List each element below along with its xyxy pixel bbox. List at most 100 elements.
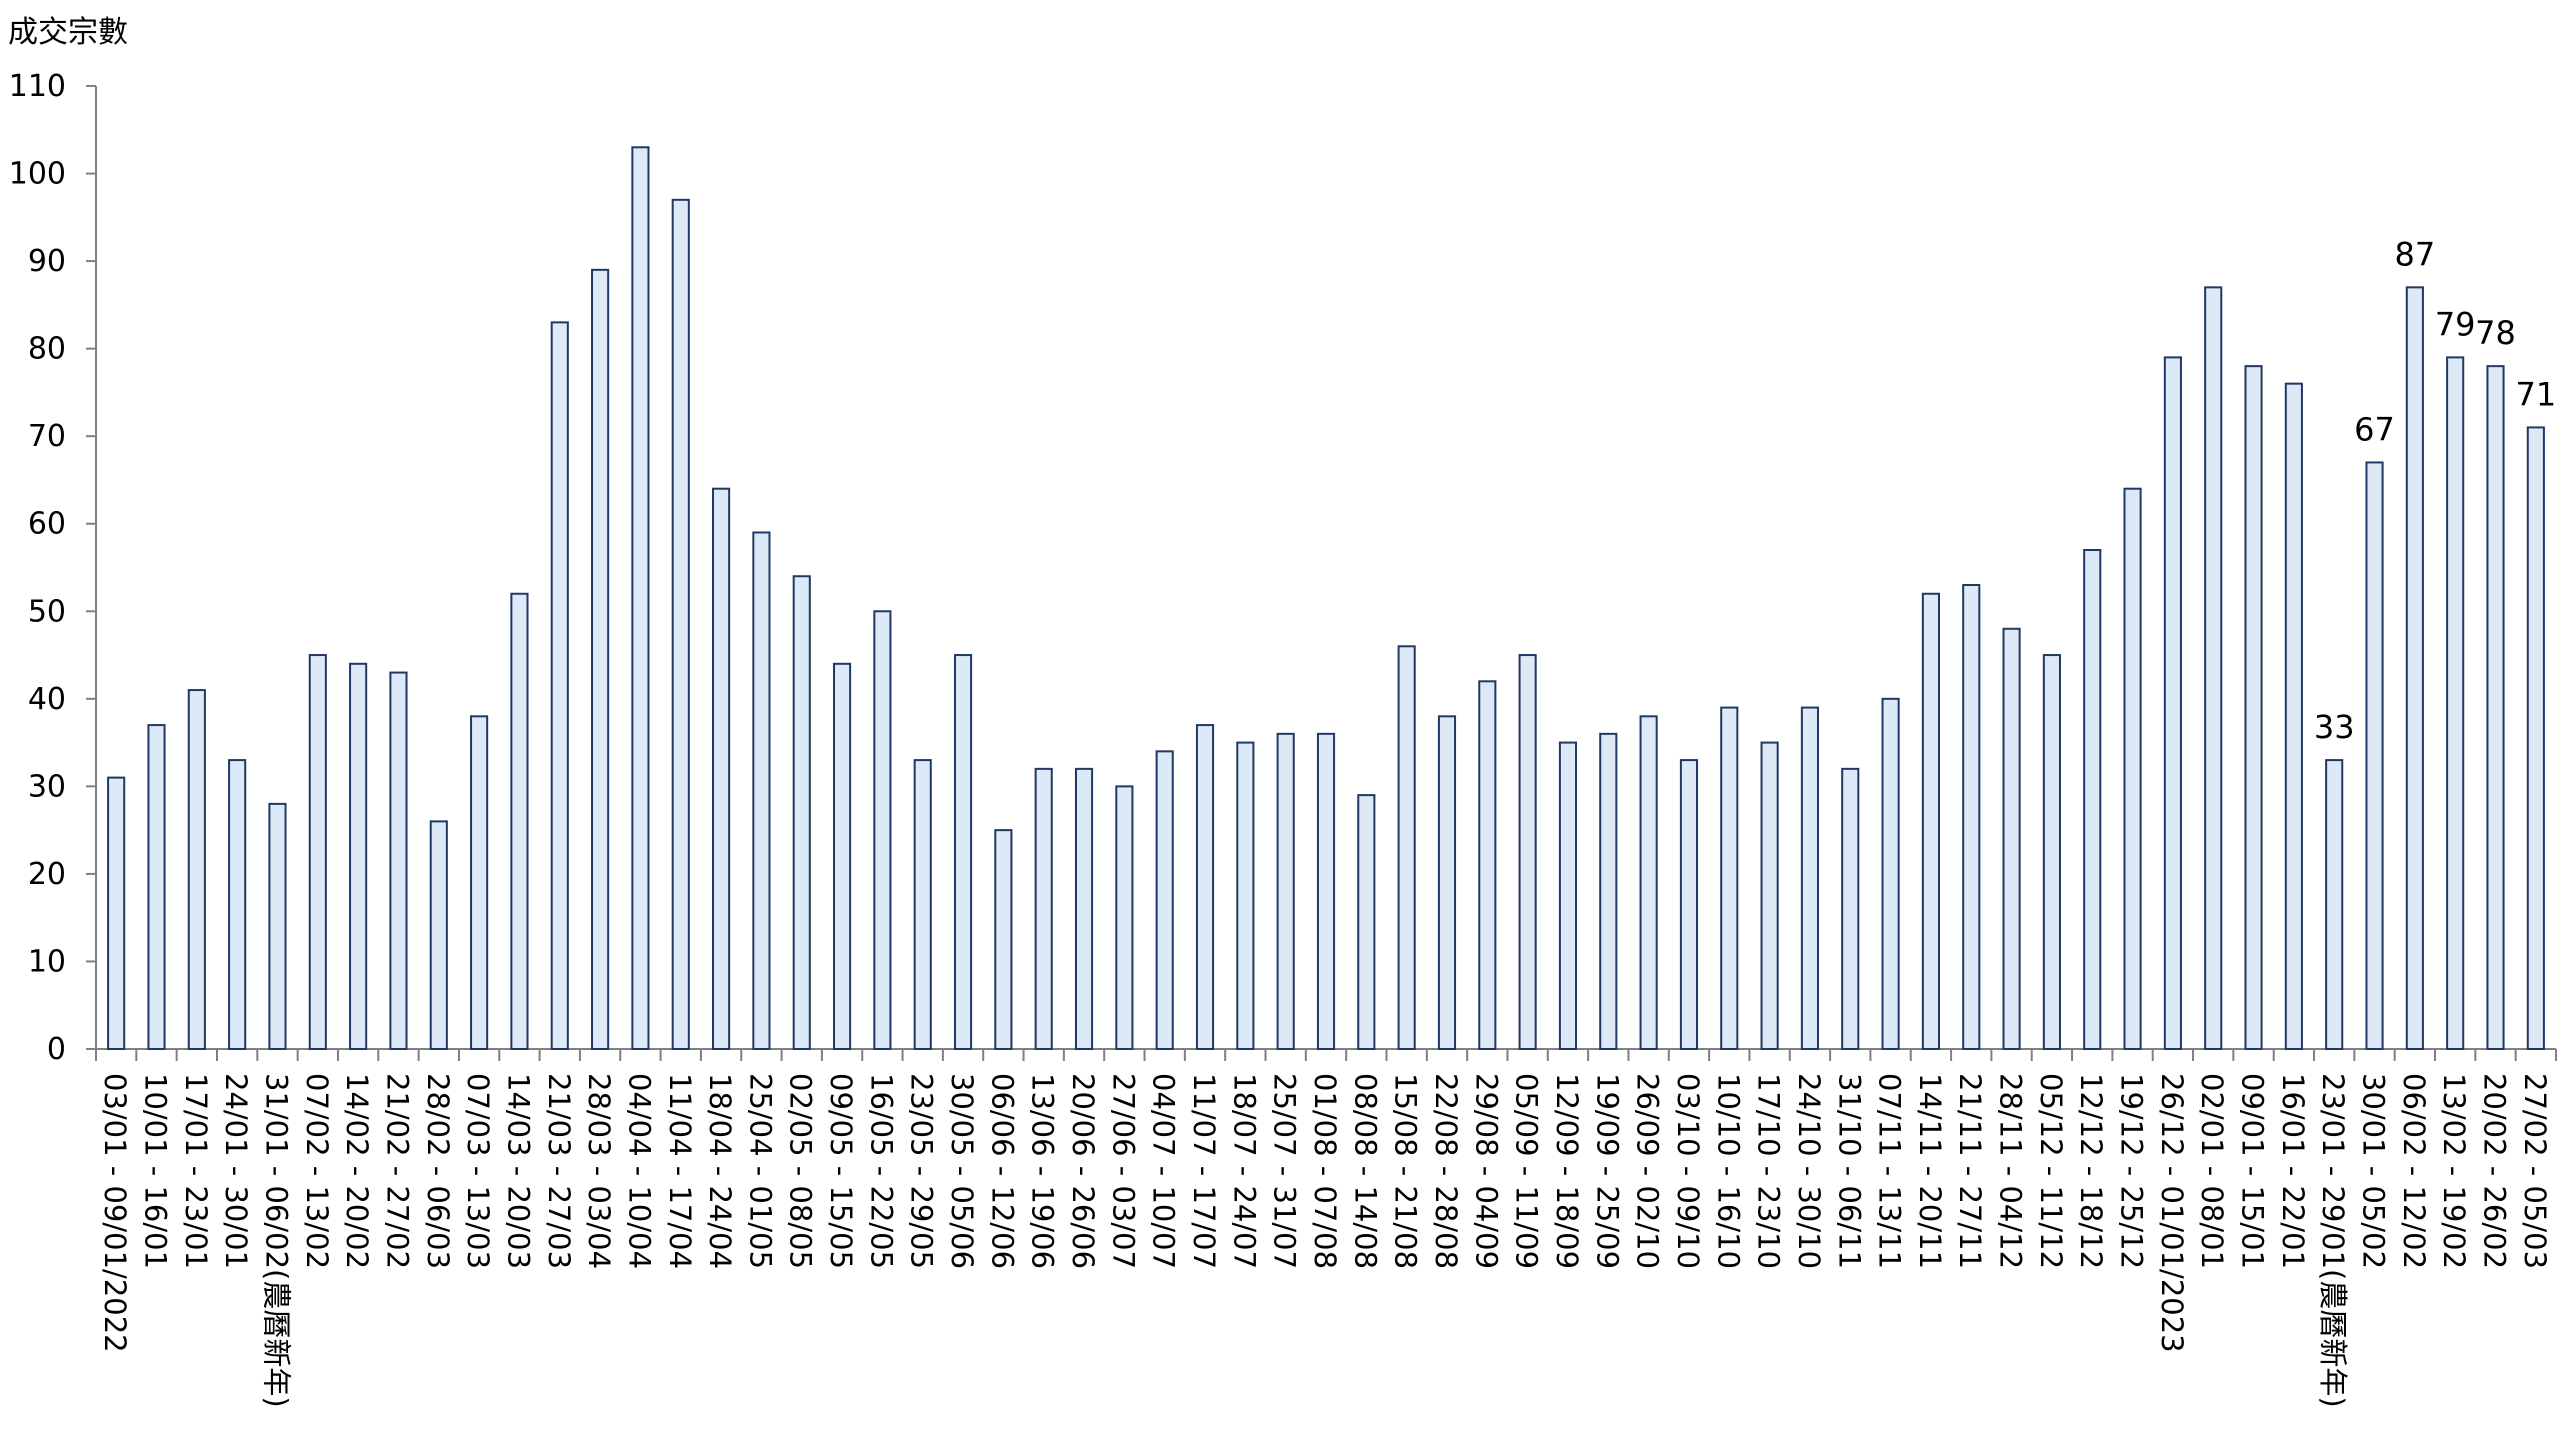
x-tick-label: 28/03 - 03/04 <box>582 1073 616 1269</box>
bar <box>1357 794 1376 1050</box>
x-tick-label: 13/06 - 19/06 <box>1026 1073 1060 1269</box>
x-tick-label: 20/06 - 26/06 <box>1066 1073 1100 1269</box>
bar <box>107 776 126 1050</box>
x-tick-label: 22/08 - 28/08 <box>1429 1073 1463 1269</box>
bar <box>913 759 932 1050</box>
x-tick-label: 03/10 - 09/10 <box>1671 1073 1705 1269</box>
bar <box>1316 732 1336 1050</box>
y-tick-label: 60 <box>28 507 66 542</box>
y-tick-label: 100 <box>9 157 66 192</box>
bar <box>1074 767 1094 1050</box>
bar <box>1921 592 1940 1050</box>
bar <box>349 662 368 1050</box>
bar <box>1841 767 1860 1050</box>
bar <box>712 487 731 1050</box>
x-tick-label: 04/04 - 10/04 <box>622 1073 656 1269</box>
x-tick-label: 02/01 - 08/01 <box>2195 1073 2229 1269</box>
x-tick-label: 26/12 - 01/01/2023 <box>2155 1073 2189 1353</box>
x-tick-label: 23/05 - 29/05 <box>905 1073 939 1269</box>
data-label: 67 <box>2354 410 2395 448</box>
y-tick-label: 30 <box>28 769 66 804</box>
x-tick-label: 24/10 - 30/10 <box>1792 1073 1826 1269</box>
y-axis-title: 成交宗數 <box>8 15 128 50</box>
bar <box>953 654 973 1051</box>
x-tick-label: 09/05 - 15/05 <box>824 1073 858 1269</box>
x-tick-label: 17/01 - 23/01 <box>179 1073 213 1269</box>
x-tick-label: 29/08 - 04/09 <box>1469 1073 1503 1269</box>
x-tick-label: 12/09 - 18/09 <box>1550 1073 1584 1269</box>
data-label: 79 <box>2435 305 2476 343</box>
bar <box>1034 767 1053 1050</box>
x-tick-label: 03/01 - 09/01/2022 <box>98 1073 132 1353</box>
bar <box>833 662 852 1050</box>
x-tick-label: 24/01 - 30/01 <box>219 1073 253 1269</box>
bar <box>1155 750 1174 1050</box>
x-tick-label: 25/04 - 01/05 <box>743 1073 777 1269</box>
x-tick-label: 30/01 - 05/02 <box>2357 1073 2391 1269</box>
bar <box>2486 365 2505 1050</box>
bar <box>2244 365 2263 1050</box>
bar <box>550 321 569 1050</box>
x-tick-label: 09/01 - 15/01 <box>2236 1073 2270 1269</box>
x-tick-label: 28/02 - 06/03 <box>421 1073 455 1269</box>
x-tick-label: 21/11 - 27/11 <box>1953 1073 1987 1269</box>
bar <box>1639 715 1658 1050</box>
x-tick-label: 27/06 - 03/07 <box>1106 1073 1140 1269</box>
y-tick-label: 90 <box>28 244 66 279</box>
bars <box>107 146 2545 1051</box>
data-label: 78 <box>2475 314 2516 352</box>
bar <box>1276 732 1295 1050</box>
bar <box>389 671 408 1051</box>
bar <box>2002 627 2021 1050</box>
y-tick-label: 10 <box>28 944 66 979</box>
x-tick-label: 14/03 - 20/03 <box>501 1073 535 1269</box>
bar <box>510 592 529 1050</box>
x-tick-label: 12/12 - 18/12 <box>2074 1073 2108 1269</box>
x-axis <box>95 1048 2557 1061</box>
bar <box>792 575 811 1050</box>
x-tick-label: 31/10 - 06/11 <box>1832 1073 1866 1269</box>
y-tick-label: 40 <box>28 682 66 717</box>
data-label: 71 <box>2515 375 2556 413</box>
x-tick-label: 14/11 - 20/11 <box>1913 1073 1947 1269</box>
x-tick-label: 05/12 - 11/12 <box>2034 1073 2068 1269</box>
x-tick-label: 19/12 - 25/12 <box>2115 1073 2149 1269</box>
bar <box>2163 356 2182 1050</box>
x-tick-label: 23/01 - 29/01(農曆新年) <box>2316 1073 2350 1408</box>
x-tick-label: 16/01 - 22/01 <box>2276 1073 2310 1269</box>
bar <box>1962 584 1981 1050</box>
data-label: 33 <box>2314 708 2355 746</box>
bar <box>1720 706 1739 1051</box>
bar <box>873 610 892 1050</box>
x-tick-label: 11/04 - 17/04 <box>663 1073 697 1269</box>
bar <box>268 802 287 1051</box>
x-tick-label: 15/08 - 21/08 <box>1389 1073 1423 1269</box>
bar <box>671 198 690 1051</box>
y-axis: 0 10 20 30 40 50 60 70 80 90 100 110 <box>9 69 97 1067</box>
bar <box>1679 759 1699 1050</box>
x-tick-label: 13/02 - 19/02 <box>2437 1073 2471 1269</box>
bar <box>470 715 489 1050</box>
x-tick-labels: 03/01 - 09/01/2022 10/01 - 16/01 17/01 - 2… <box>98 1073 2552 1408</box>
x-tick-label: 07/02 - 13/02 <box>300 1073 334 1269</box>
x-tick-label: 10/01 - 16/01 <box>138 1073 172 1269</box>
x-tick-label: 18/04 - 24/04 <box>703 1073 737 1269</box>
x-tick-label: 30/05 - 05/06 <box>945 1073 979 1269</box>
bar <box>1760 741 1779 1050</box>
bar <box>1236 741 1255 1050</box>
bar <box>147 724 166 1051</box>
bar <box>1195 724 1215 1051</box>
bar <box>994 829 1013 1050</box>
data-label: 87 <box>2394 235 2435 273</box>
x-tick-label: 06/02 - 12/02 <box>2397 1073 2431 1269</box>
x-tick-label: 21/02 - 27/02 <box>380 1073 414 1269</box>
bar <box>2365 461 2384 1051</box>
y-tick-label: 80 <box>28 332 66 367</box>
bar <box>1800 706 1820 1051</box>
bar <box>2042 654 2061 1051</box>
bar <box>187 689 206 1051</box>
y-tick-label: 0 <box>47 1032 66 1067</box>
bar <box>1478 680 1497 1050</box>
